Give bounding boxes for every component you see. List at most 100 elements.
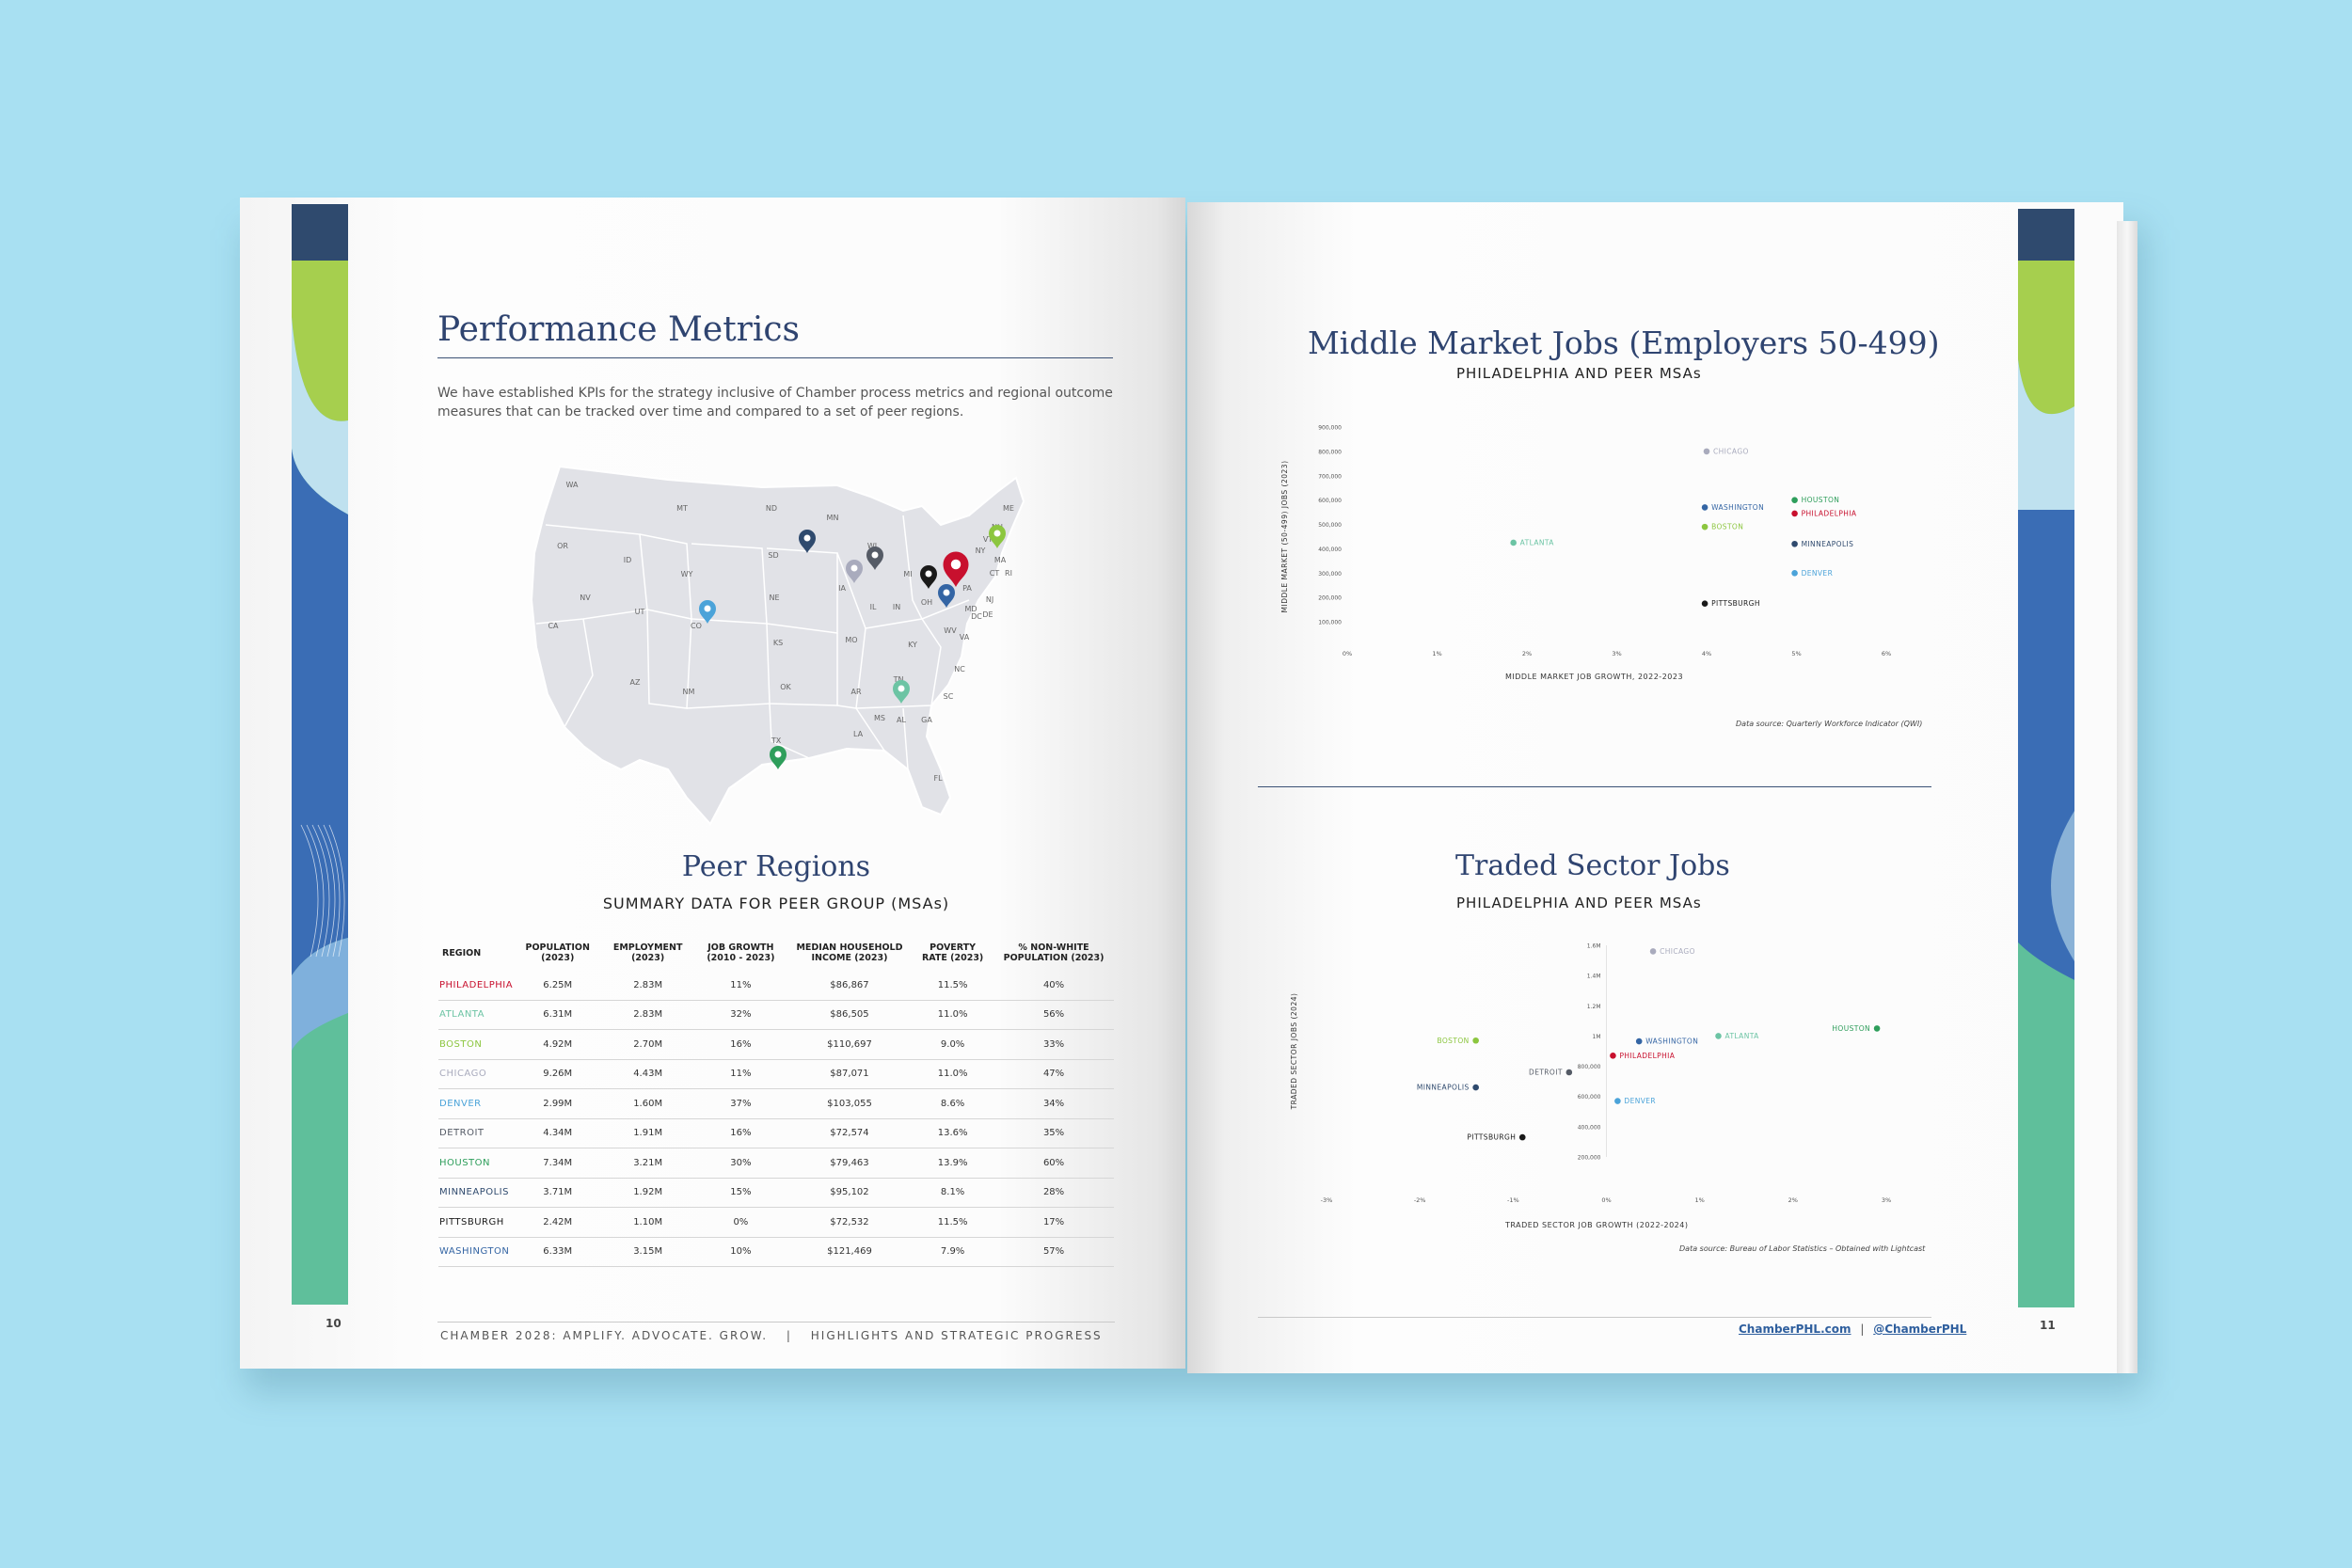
state-label-nj: NJ (986, 595, 993, 604)
table-cell: 47% (993, 1059, 1114, 1089)
state-label-md: MD (964, 605, 977, 613)
state-label-de: DE (982, 610, 993, 619)
state-label-nm: NM (683, 688, 695, 696)
state-label-sd: SD (768, 551, 778, 560)
chart2-source: Data source: Bureau of Labor Statistics … (1679, 1244, 1926, 1253)
state-label-mn: MN (827, 514, 839, 522)
map-pin-denver-icon (699, 600, 716, 624)
table-cell: 6.25M (514, 971, 602, 1001)
table-cell: 11.0% (912, 1000, 994, 1030)
state-label-mi: MI (903, 570, 912, 578)
point-label-houston: HOUSTON (1832, 1024, 1870, 1033)
point-label-denver: DENVER (1624, 1097, 1656, 1105)
x-tick-label: 0% (1343, 650, 1352, 657)
us-map-shape (530, 465, 1025, 826)
state-label-ct: CT (990, 569, 1000, 578)
point-chicago (1649, 948, 1657, 955)
table-cell: 11.5% (912, 1207, 994, 1238)
state-label-mo: MO (845, 636, 857, 644)
state-label-ia: IA (838, 584, 846, 593)
table-cell: $121,469 (787, 1237, 913, 1267)
intro-paragraph: We have established KPIs for the strateg… (437, 386, 1113, 420)
state-label-ar: AR (850, 688, 861, 696)
table-body: PHILADELPHIA 6.25M 2.83M 11% $86,867 11.5% 40%… (438, 971, 1114, 1267)
table-row: ATLANTA 6.31M 2.83M 32% $86,505 11.0% 56% (438, 1000, 1114, 1030)
state-label-wy: WY (681, 570, 693, 578)
y-tick-label: 600,000 (1578, 1094, 1601, 1101)
point-label-denver: DENVER (1802, 569, 1834, 578)
x-tick-label: 1% (1432, 650, 1441, 657)
table-cell: 16% (693, 1029, 787, 1060)
table-cell: 35% (993, 1118, 1114, 1148)
footer-links: ChamberPHL.com | @ChamberPHL (1739, 1323, 1966, 1336)
point-boston (1701, 523, 1708, 531)
state-label-ut: UT (635, 608, 645, 616)
table-header-row: REGION POPULATION (2023) EMPLOYMENT (2023)… (438, 942, 1114, 971)
y-tick-label: 1.2M (1587, 1004, 1601, 1010)
table-header-0: REGION (442, 947, 482, 958)
website-link[interactable]: ChamberPHL.com (1739, 1323, 1851, 1336)
state-label-mt: MT (676, 504, 688, 513)
table-cell: 4.92M (514, 1029, 602, 1060)
y-tick-label: 200,000 (1578, 1155, 1601, 1162)
state-label-co: CO (691, 622, 702, 630)
table-cell: 9.26M (514, 1059, 602, 1089)
point-label-washington: WASHINGTON (1645, 1037, 1698, 1046)
state-label-ma: MA (994, 556, 1007, 564)
region-cell-pittsburgh: PITTSBURGH (438, 1207, 515, 1238)
x-tick-label: 3% (1612, 650, 1621, 657)
map-pins (699, 525, 1006, 769)
table-row: DENVER 2.99M 1.60M 37% $103,055 8.6% 34% (438, 1088, 1114, 1119)
table-cell: 2.83M (601, 971, 694, 1001)
map-pin-philadelphia-icon (943, 551, 969, 587)
region-cell-chicago: CHICAGO (438, 1059, 515, 1089)
footer-rule-left (437, 1322, 1115, 1323)
table-cell: $79,463 (787, 1148, 913, 1179)
point-minneapolis (1472, 1084, 1479, 1091)
point-label-washington: WASHINGTON (1711, 503, 1764, 512)
table-row: MINNEAPOLIS 3.71M 1.92M 15% $95,102 8.1% 28% (438, 1178, 1114, 1208)
table-cell: 34% (993, 1088, 1114, 1119)
y-tick-label: 400,000 (1318, 546, 1342, 553)
x-axis-label: MIDDLE MARKET JOB GROWTH, 2022-2023 (1505, 673, 1683, 681)
y-tick-label: 600,000 (1318, 498, 1342, 504)
point-pittsburgh (1518, 1133, 1526, 1141)
map-pin-chicago-icon (846, 560, 863, 583)
social-handle-link[interactable]: @ChamberPHL (1873, 1323, 1967, 1336)
table-cell: 7.34M (514, 1148, 602, 1179)
point-label-houston: HOUSTON (1802, 496, 1840, 504)
table-header-2: EMPLOYMENT (2023) (612, 942, 683, 963)
peer-regions-subtitle: SUMMARY DATA FOR PEER GROUP (MSAs) (602, 895, 950, 912)
peer-regions-title: Peer Regions (681, 850, 871, 883)
table-cell: 3.71M (514, 1178, 602, 1208)
point-houston (1873, 1025, 1881, 1032)
table-cell: 2.70M (601, 1029, 694, 1060)
x-tick-label: -1% (1507, 1196, 1519, 1204)
point-label-chicago: CHICAGO (1660, 947, 1695, 956)
map-pin-minneapolis-icon (799, 530, 816, 553)
state-label-ks: KS (773, 639, 783, 647)
table-cell: 16% (693, 1118, 787, 1148)
point-label-atlanta: ATLANTA (1520, 538, 1555, 546)
y-tick-label: 500,000 (1318, 522, 1342, 529)
table-cell: $86,505 (787, 1000, 913, 1030)
state-label-sc: SC (944, 692, 954, 701)
left-color-band (292, 204, 348, 1305)
point-pittsburgh (1701, 600, 1708, 607)
state-label-tx: TX (771, 736, 782, 745)
table-cell: 1.92M (601, 1178, 694, 1208)
table-cell: 11.0% (912, 1059, 994, 1089)
state-label-ri: RI (1005, 569, 1012, 578)
point-atlanta (1510, 539, 1517, 546)
state-label-me: ME (1003, 504, 1014, 513)
x-tick-label: 5% (1791, 650, 1801, 657)
point-philadelphia (1610, 1053, 1616, 1059)
table-cell: 8.1% (912, 1178, 994, 1208)
state-label-ca: CA (548, 622, 559, 630)
table-cell: $110,697 (787, 1029, 913, 1060)
page-number-left: 10 (326, 1317, 342, 1330)
point-atlanta (1715, 1033, 1722, 1039)
table-cell: $95,102 (787, 1178, 913, 1208)
point-boston (1472, 1037, 1479, 1044)
table-cell: 56% (993, 1000, 1114, 1030)
